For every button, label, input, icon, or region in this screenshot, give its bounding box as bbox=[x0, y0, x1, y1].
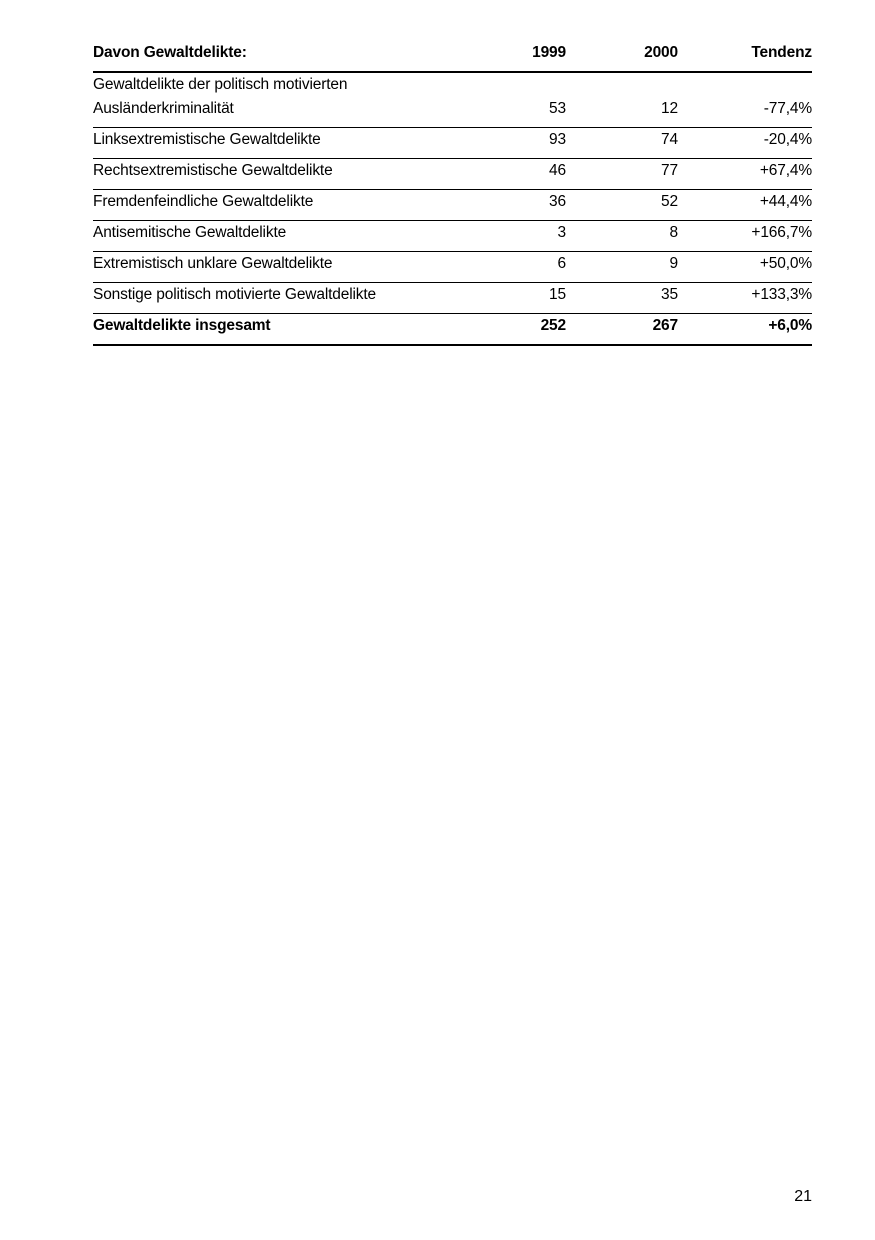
value-2000: 8 bbox=[566, 220, 678, 253]
table-row: Gewaltdelikte der politisch motivierten A… bbox=[93, 72, 812, 129]
value-1999: 3 bbox=[438, 220, 566, 253]
table-header-row: Davon Gewaltdelikte: 1999 2000 Tendenz bbox=[93, 38, 812, 73]
value-1999: 15 bbox=[438, 282, 566, 315]
row-label: Rechtsextremistische Gewaltdelikte bbox=[93, 158, 438, 191]
value-tendenz: +44,4% bbox=[678, 189, 812, 222]
value-1999: 36 bbox=[438, 189, 566, 222]
value-tendenz: -77,4% bbox=[678, 72, 812, 129]
table-row: Linksextremistische Gewaltdelikte 93 74 -20… bbox=[93, 127, 812, 160]
table-body: Gewaltdelikte der politisch motivierten A… bbox=[93, 72, 812, 347]
table-row: Fremdenfeindliche Gewaltdelikte 36 52 +44,4… bbox=[93, 189, 812, 222]
row-label: Extremistisch unklare Gewaltdelikte bbox=[93, 251, 438, 284]
value-1999: 53 bbox=[438, 72, 566, 129]
table-row: Antisemitische Gewaltdelikte 3 8 +166,7% bbox=[93, 220, 812, 253]
value-tendenz: +133,3% bbox=[678, 282, 812, 315]
row-label: Gewaltdelikte insgesamt bbox=[93, 313, 438, 347]
value-1999: 252 bbox=[438, 313, 566, 347]
value-2000: 35 bbox=[566, 282, 678, 315]
value-2000: 12 bbox=[566, 72, 678, 129]
value-tendenz: -20,4% bbox=[678, 127, 812, 160]
value-2000: 52 bbox=[566, 189, 678, 222]
table-row: Sonstige politisch motivierte Gewaltdeli… bbox=[93, 282, 812, 315]
value-1999: 93 bbox=[438, 127, 566, 160]
row-label: Fremdenfeindliche Gewaltdelikte bbox=[93, 189, 438, 222]
value-2000: 267 bbox=[566, 313, 678, 347]
table-row: Gewaltdelikte insgesamt 252 267 +6,0% bbox=[93, 313, 812, 347]
row-label: Sonstige politisch motivierte Gewaltdeli… bbox=[93, 282, 438, 315]
value-2000: 74 bbox=[566, 127, 678, 160]
header-2000: 2000 bbox=[566, 38, 678, 73]
value-tendenz: +67,4% bbox=[678, 158, 812, 191]
row-label: Antisemitische Gewaltdelikte bbox=[93, 220, 438, 253]
header-label: Davon Gewaltdelikte: bbox=[93, 38, 438, 73]
value-tendenz: +166,7% bbox=[678, 220, 812, 253]
table-row: Extremistisch unklare Gewaltdelikte 6 9 +50… bbox=[93, 251, 812, 284]
header-tendenz: Tendenz bbox=[678, 38, 812, 73]
value-1999: 46 bbox=[438, 158, 566, 191]
value-1999: 6 bbox=[438, 251, 566, 284]
row-label: Gewaltdelikte der politisch motivierten A… bbox=[93, 72, 438, 129]
page-number: 21 bbox=[794, 1188, 812, 1205]
value-tendenz: +50,0% bbox=[678, 251, 812, 284]
violent-offenses-table: Davon Gewaltdelikte: 1999 2000 Tendenz G… bbox=[93, 38, 812, 347]
row-label: Linksextremistische Gewaltdelikte bbox=[93, 127, 438, 160]
value-2000: 9 bbox=[566, 251, 678, 284]
header-1999: 1999 bbox=[438, 38, 566, 73]
table-header: Davon Gewaltdelikte: 1999 2000 Tendenz bbox=[93, 38, 812, 73]
table-row: Rechtsextremistische Gewaltdelikte 46 77 +6… bbox=[93, 158, 812, 191]
value-2000: 77 bbox=[566, 158, 678, 191]
value-tendenz: +6,0% bbox=[678, 313, 812, 347]
